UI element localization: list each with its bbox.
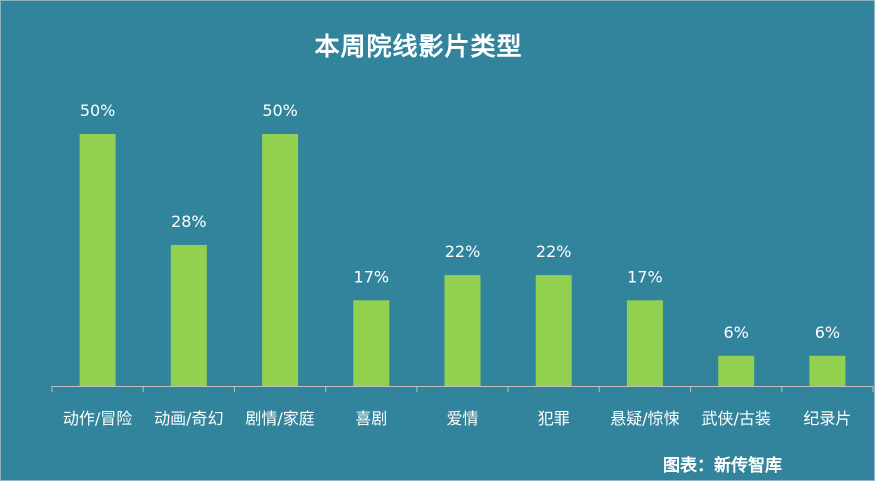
x-axis xyxy=(51,386,874,392)
bar-1 xyxy=(170,244,207,386)
x-tick-label-1: 动画/奇幻 xyxy=(154,409,223,428)
data-label-3: 17% xyxy=(354,267,390,286)
bars-layer xyxy=(79,134,846,386)
x-tick-label-5: 犯罪 xyxy=(538,409,570,428)
bar-3 xyxy=(353,300,390,386)
bar-6 xyxy=(626,300,663,386)
data-labels-layer: 50% 28% 50% 17% 22% 22% 17% 6% 6% xyxy=(80,101,840,342)
x-tick-label-3: 喜剧 xyxy=(355,409,387,428)
bar-4 xyxy=(444,275,481,386)
x-tick-labels: 动作/冒险 动画/奇幻 剧情/家庭 喜剧 爱情 犯罪 悬疑/惊悚 武侠/古装 纪录片 xyxy=(63,409,852,428)
data-label-8: 6% xyxy=(815,323,840,342)
chart-title: 本周院线影片类型 xyxy=(314,32,523,61)
data-label-7: 6% xyxy=(724,323,749,342)
x-tick-label-4: 爱情 xyxy=(446,409,478,428)
bar-5 xyxy=(535,275,572,386)
data-label-1: 28% xyxy=(171,212,207,231)
bar-2 xyxy=(262,134,299,386)
bar-7 xyxy=(718,355,755,386)
chart-source: 图表：新传智库 xyxy=(663,456,782,476)
x-tick-label-8: 纪录片 xyxy=(803,409,851,428)
data-label-5: 22% xyxy=(536,242,572,261)
x-tick-label-2: 剧情/家庭 xyxy=(245,409,314,428)
bar-0 xyxy=(79,134,116,386)
bar-8 xyxy=(809,355,846,386)
x-tick-label-6: 悬疑/惊悚 xyxy=(610,409,679,428)
data-label-2: 50% xyxy=(262,101,298,120)
x-tick-label-0: 动作/冒险 xyxy=(63,409,132,428)
data-label-0: 50% xyxy=(80,101,116,120)
x-tick-label-7: 武侠/古装 xyxy=(701,409,770,428)
data-label-4: 22% xyxy=(445,242,481,261)
data-label-6: 17% xyxy=(627,267,663,286)
